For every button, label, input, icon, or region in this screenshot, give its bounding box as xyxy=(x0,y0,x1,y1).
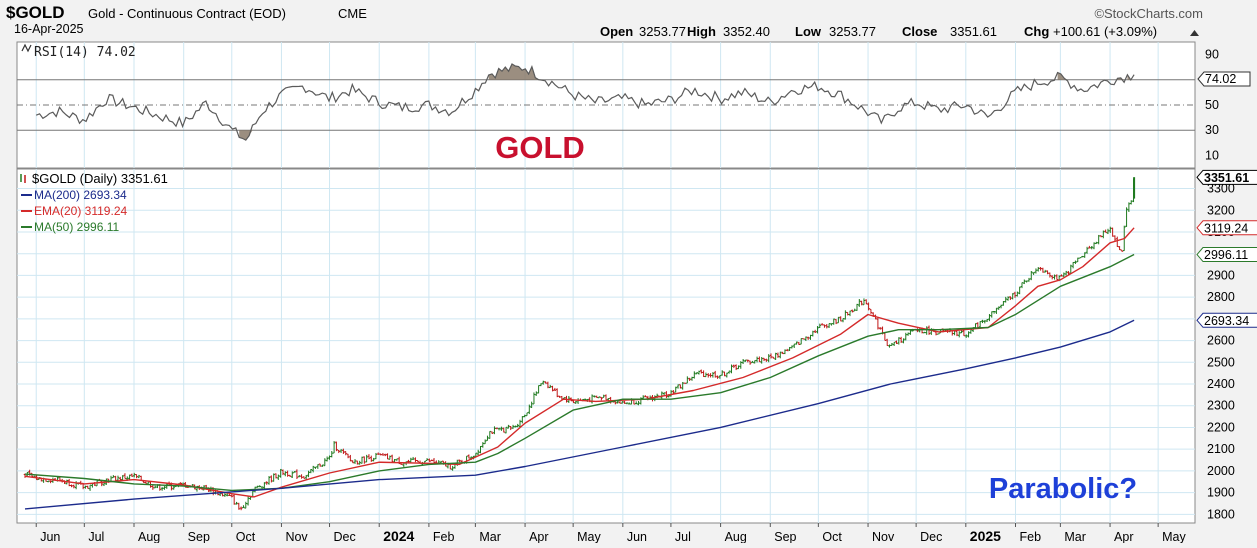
x-tick-label: Jun xyxy=(40,530,60,543)
rsi-y-axis: 1030507090 xyxy=(1205,48,1219,163)
badge-value: 3119.24 xyxy=(1204,221,1248,235)
x-tick-label: 2024 xyxy=(383,528,414,543)
x-tick-label: Sep xyxy=(188,530,210,543)
badge-ema20: 3119.24 xyxy=(1196,220,1257,236)
x-tick-label: Aug xyxy=(725,530,747,543)
badge-ma200: 2693.34 xyxy=(1196,312,1257,328)
rsi-last-value: 74.02 xyxy=(1205,72,1236,86)
gold-annotation: GOLD xyxy=(495,130,585,165)
parabolic-annotation: Parabolic? xyxy=(989,473,1137,505)
badge-frame xyxy=(1196,169,1257,185)
badge-value: 2693.34 xyxy=(1204,314,1249,328)
rsi-series xyxy=(35,63,1135,141)
price-grid xyxy=(17,169,1195,523)
badge-frame xyxy=(1196,312,1257,328)
legend-ma50: MA(50) 2996.11 xyxy=(34,220,119,234)
x-tick-label: Dec xyxy=(920,530,942,543)
x-tick-label: Jul xyxy=(88,530,104,543)
price-tick-label: 1900 xyxy=(1207,486,1235,500)
price-tick-label: 2600 xyxy=(1207,334,1235,348)
stockcharts-watermark: ©StockCharts.com xyxy=(1094,6,1203,21)
price-tick-label: 3300 xyxy=(1207,182,1235,196)
chg-value: +100.61 (+3.09%) xyxy=(1053,24,1157,39)
x-tick-label: Nov xyxy=(872,530,895,543)
x-tick-label: Dec xyxy=(334,530,356,543)
symbol-title: $GOLD xyxy=(6,3,65,22)
x-tick-label: Mar xyxy=(479,530,501,543)
x-tick-label: Nov xyxy=(285,530,308,543)
rsi-indicator-icon xyxy=(21,43,32,53)
rsi-line xyxy=(35,63,1135,141)
badge-value: 3351.61 xyxy=(1204,171,1249,185)
badge-frame xyxy=(1196,247,1257,263)
price-tick-label: 2900 xyxy=(1207,268,1235,282)
low-value: 3253.77 xyxy=(829,24,876,39)
rsi-legend: RSI(14) 74.02 xyxy=(34,45,136,60)
x-tick-label: Apr xyxy=(1114,530,1133,543)
badge-ma50: 2996.11 xyxy=(1196,247,1257,263)
legend-ema20: EMA(20) 3119.24 xyxy=(34,204,127,218)
rsi-reference-lines xyxy=(17,79,1195,131)
price-candles xyxy=(23,177,1136,511)
price-tick-label: 1800 xyxy=(1207,507,1235,521)
badge-frame xyxy=(1196,220,1257,236)
x-tick-label: Mar xyxy=(1064,530,1086,543)
x-tick-label: Feb xyxy=(1019,530,1041,543)
x-tick-label: Sep xyxy=(774,530,796,543)
legend-gold-icon xyxy=(20,174,26,183)
chg-label: Chg xyxy=(1024,24,1049,39)
x-axis: Jun Jul Aug Sep Oct Nov Dec 2024 Feb Mar Apr May Jun… xyxy=(35,523,1187,544)
rsi-tick-label: 10 xyxy=(1205,148,1219,162)
high-label: High xyxy=(687,24,716,39)
ohlc-readout: Open 3253.77 High 3352.40 Low 3253.77 Cl… xyxy=(600,24,1157,39)
rsi-tick-label: 50 xyxy=(1205,98,1219,112)
quote-date: 16-Apr-2025 xyxy=(14,22,84,36)
legend-gold: $GOLD (Daily) 3351.61 xyxy=(32,171,168,186)
exchange-label: CME xyxy=(338,6,367,21)
x-tick-label: May xyxy=(577,530,601,543)
open-label: Open xyxy=(600,24,633,39)
price-tick-label: 2400 xyxy=(1207,377,1235,391)
x-tick-label: Jun xyxy=(627,530,647,543)
price-legend: $GOLD (Daily) 3351.61 MA(200) 2693.34 EM… xyxy=(20,171,168,234)
rsi-tick-label: 30 xyxy=(1205,123,1219,137)
x-tick-label: Aug xyxy=(138,530,160,543)
low-label: Low xyxy=(795,24,822,39)
x-tick-label: May xyxy=(1162,530,1186,543)
x-tick-label: Feb xyxy=(433,530,455,543)
x-tick-label: 2025 xyxy=(970,528,1001,543)
x-tick-label: Oct xyxy=(236,530,256,543)
price-tick-label: 2200 xyxy=(1207,420,1235,434)
x-tick-label: Jul xyxy=(675,530,691,543)
ma200-line xyxy=(24,319,1135,510)
close-value: 3351.61 xyxy=(950,24,997,39)
ma50-line xyxy=(24,253,1135,492)
price-tick-label: 2800 xyxy=(1207,290,1235,304)
badge-golddaily: 3351.61 xyxy=(1196,169,1257,185)
rsi-last-badge: 74.02 xyxy=(1197,71,1251,87)
price-last-badges: 3351.61 3119.24 2996.11 2693.34 xyxy=(1196,169,1257,328)
collapse-caret-icon[interactable] xyxy=(1190,30,1199,36)
price-series xyxy=(23,177,1136,511)
price-tick-label: 2500 xyxy=(1207,355,1235,369)
price-tick-label: 2100 xyxy=(1207,442,1235,456)
price-tick-label: 2000 xyxy=(1207,464,1235,478)
price-tick-label: 2300 xyxy=(1207,399,1235,413)
legend-ma200: MA(200) 2693.34 xyxy=(34,188,127,202)
rsi-oversold-fill xyxy=(239,130,253,141)
high-value: 3352.40 xyxy=(723,24,770,39)
close-label: Close xyxy=(902,24,937,39)
badge-value: 2996.11 xyxy=(1204,248,1248,262)
contract-description: Gold - Continuous Contract (EOD) xyxy=(88,6,286,21)
price-tick-label: 3200 xyxy=(1207,203,1235,217)
x-tick-label: Oct xyxy=(822,530,842,543)
x-tick-label: Apr xyxy=(529,530,548,543)
price-panel-frame xyxy=(16,168,1196,524)
rsi-tick-label: 90 xyxy=(1205,48,1219,62)
open-value: 3253.77 xyxy=(639,24,686,39)
